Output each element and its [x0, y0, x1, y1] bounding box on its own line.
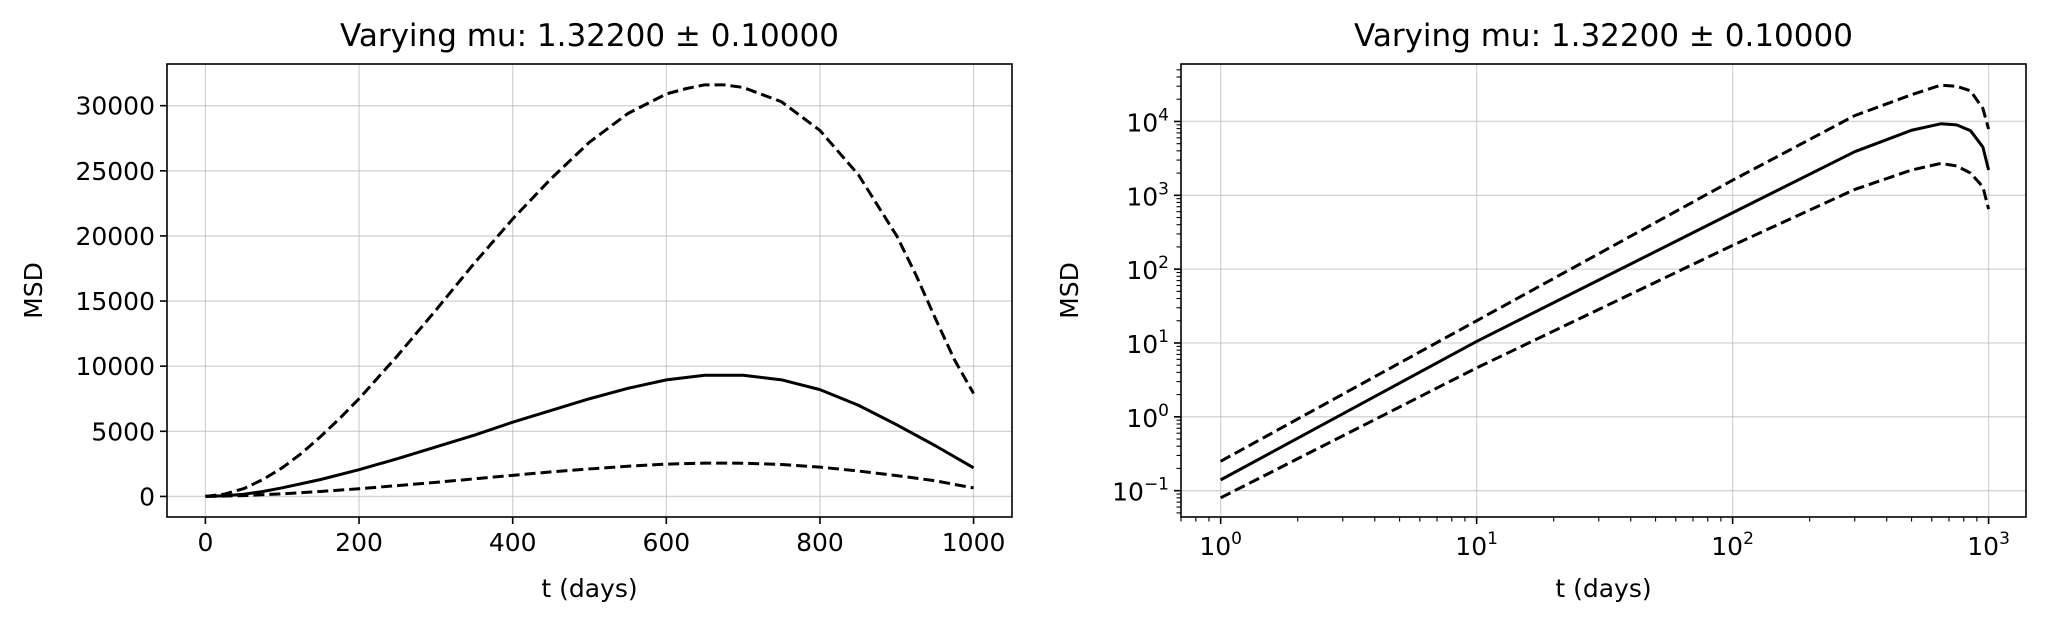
solid-series-line [1219, 122, 1991, 482]
y-tick-label: 103 [1126, 179, 1169, 211]
x-tick-label: 101 [1455, 529, 1498, 561]
dashed-series-line [1219, 83, 1991, 463]
x-tick-label: 600 [642, 528, 690, 557]
dashed-series-line [205, 461, 974, 498]
grid [1181, 64, 2026, 517]
y-tick-label: 101 [1126, 327, 1169, 359]
x-tick-label: 100 [1199, 529, 1242, 561]
y-tick-label: 15000 [75, 287, 155, 316]
y-tick-label: 25000 [75, 157, 155, 186]
chart-title: Varying mu: 1.32200 ± 0.10000 [340, 18, 839, 54]
x-tick-label: 0 [197, 528, 213, 557]
chart-title: Varying mu: 1.32200 ± 0.10000 [1354, 18, 1853, 54]
y-tick-label: 104 [1126, 105, 1169, 137]
dashed-series-line [1219, 161, 1991, 500]
solid-series-line [205, 373, 975, 498]
x-tick-label: 800 [796, 528, 844, 557]
x-tick-label: 103 [1967, 529, 2010, 561]
x-axis-label: t (days) [541, 574, 637, 603]
plot-frame [166, 63, 1013, 518]
y-tick-label: 100 [1126, 401, 1169, 433]
y-tick-label: 10−1 [1112, 475, 1169, 507]
x-tick-label: 400 [489, 528, 537, 557]
y-tick-label: 0 [139, 482, 155, 511]
y-tick-label: 30000 [75, 92, 155, 121]
y-tick-label: 20000 [75, 222, 155, 251]
dashed-series-line [205, 83, 975, 498]
y-tick-label: 102 [1126, 253, 1169, 285]
y-axis-label: MSD [19, 262, 48, 319]
chart-linear: Varying mu: 1.32200 ± 0.10000 0 200 400 600 8… [19, 18, 1013, 603]
x-tick-label: 1000 [942, 528, 1006, 557]
x-tick-label: 102 [1711, 529, 1754, 561]
chart-log: Varying mu: 1.32200 ± 0.10000 100 101 102 10… [1055, 18, 2027, 603]
x-axis-label: t (days) [1555, 574, 1651, 603]
y-tick-label: 5000 [91, 417, 155, 446]
y-axis-label: MSD [1055, 262, 1084, 319]
y-tick-label: 10000 [75, 352, 155, 381]
grid [167, 64, 1012, 517]
x-tick-label: 200 [335, 528, 383, 557]
plot-frame [1180, 63, 2027, 518]
